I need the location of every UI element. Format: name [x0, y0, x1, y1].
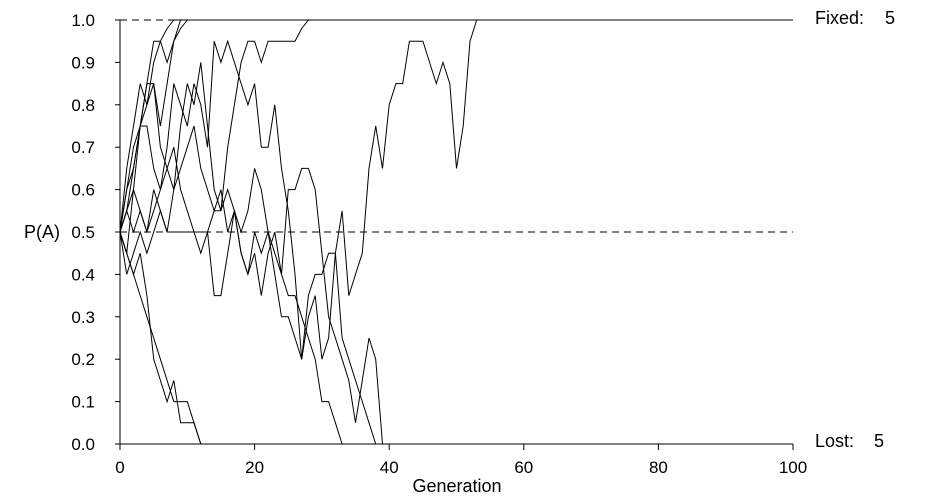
- series-line-6: [119, 231, 202, 445]
- y-tick-label: 0.8: [71, 96, 95, 115]
- y-tick-label: 0.3: [71, 308, 95, 327]
- series-line-5: [119, 19, 478, 360]
- y-tick-label: 0.4: [71, 265, 95, 284]
- y-axis-title: P(A): [24, 222, 60, 242]
- series-line-2: [119, 19, 182, 233]
- series-line-7: [119, 231, 202, 445]
- reference-lines: [120, 19, 793, 445]
- x-tick-label: 40: [380, 458, 399, 477]
- y-ticks: 0.0 0.1 0.2 0.3 0.4 0.5 0.6 0.7 0.8 0.9 1.0: [71, 11, 120, 454]
- lost-count: 5: [874, 431, 884, 451]
- series-line-9: [119, 147, 377, 445]
- y-tick-label: 0.2: [71, 350, 95, 369]
- series-group: [119, 19, 478, 445]
- x-tick-label: 80: [649, 458, 668, 477]
- fixed-label: Fixed:: [815, 8, 864, 28]
- x-tick-label: 20: [245, 458, 264, 477]
- y-tick-label: 0.1: [71, 393, 95, 412]
- y-tick-label: 0.6: [71, 181, 95, 200]
- fixed-count: 5: [885, 8, 895, 28]
- y-tick-label: 0.7: [71, 138, 95, 157]
- y-tick-label: 0.0: [71, 435, 95, 454]
- x-ticks: 0 20 40 60 80 100: [115, 444, 807, 477]
- series-line-3: [119, 19, 188, 254]
- x-axis-title: Generation: [412, 476, 501, 496]
- y-tick-label: 0.5: [71, 223, 95, 242]
- y-tick-label: 1.0: [71, 11, 95, 30]
- y-tick-label: 0.9: [71, 53, 95, 72]
- x-tick-label: 0: [115, 458, 124, 477]
- lost-label: Lost:: [815, 431, 854, 451]
- x-tick-label: 100: [779, 458, 807, 477]
- x-tick-label: 60: [514, 458, 533, 477]
- series-line-8: [119, 125, 343, 445]
- series-line-10: [119, 167, 383, 445]
- series-line-4: [119, 19, 309, 233]
